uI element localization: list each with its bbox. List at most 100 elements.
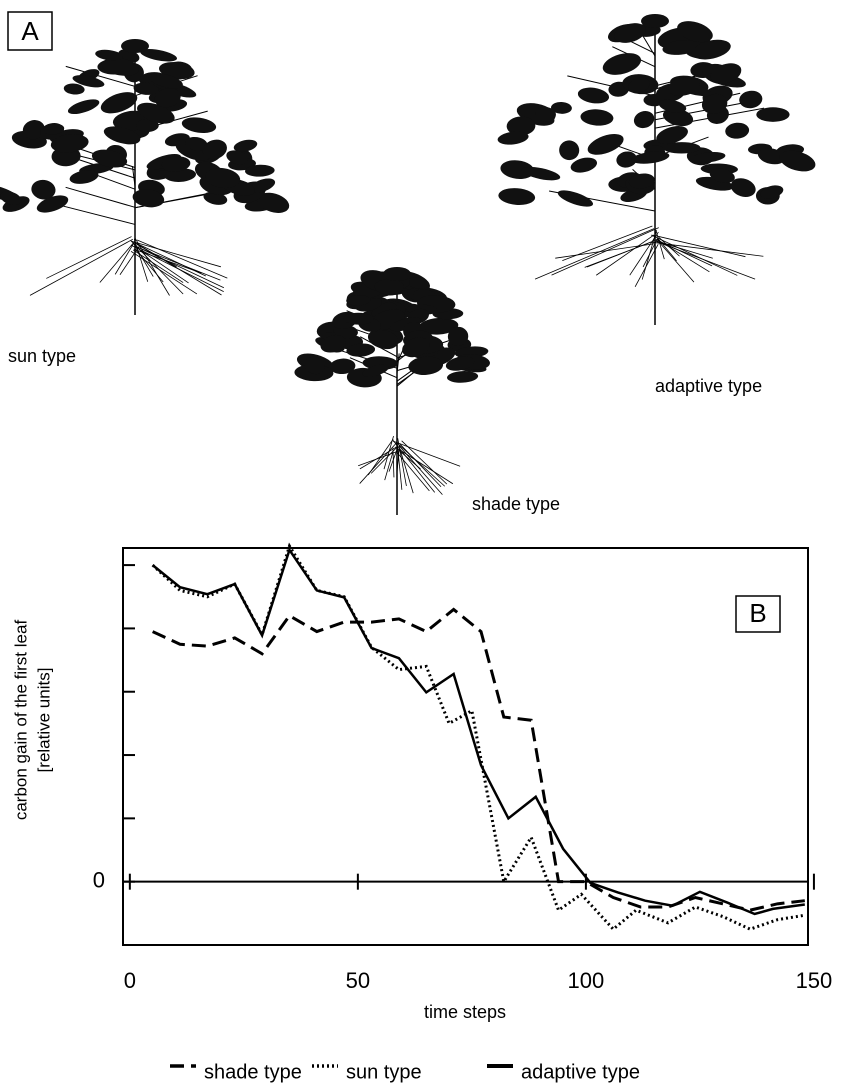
root [555,243,655,259]
leaf [662,142,701,154]
x-tick-label: 100 [568,968,605,993]
root [136,239,228,279]
legend-label: adaptive type [521,1061,640,1083]
x-tick-label: 0 [124,968,136,993]
leaf [535,107,556,122]
root [392,440,461,467]
panel-label: B [749,598,766,628]
leaf [580,109,614,126]
root [656,238,710,273]
leaf [133,82,159,95]
leaf [616,151,637,168]
leaf [739,90,763,109]
leaf [445,356,475,371]
leaf [101,57,139,76]
leaf [226,150,249,165]
root [400,451,414,494]
leaf [407,277,429,289]
leaf [779,150,816,172]
legend-label: sun type [346,1061,422,1083]
leaf [631,151,670,164]
branch [56,203,136,225]
leaf [250,178,276,193]
leaf [577,87,610,104]
root [367,438,394,476]
root [396,442,403,490]
leaf [559,140,580,161]
root [133,241,222,296]
root [586,238,659,268]
leaf [135,118,159,133]
leaf [691,39,731,60]
root [99,239,137,283]
leaf [701,93,728,114]
leaf [668,76,700,96]
leaf [164,168,197,182]
leaf [633,111,655,129]
leaf [662,40,699,55]
root [641,230,657,280]
series-line [152,607,805,912]
x-axis-title: time steps [424,1002,506,1022]
leaf [557,190,594,207]
leaf [402,337,430,358]
label-box [735,595,781,633]
root [398,445,443,495]
leaf [346,343,376,357]
root [651,241,764,257]
leaf [100,92,138,114]
leaf [725,122,750,139]
root [138,247,221,281]
root [595,235,654,276]
leaf [691,152,726,163]
leaf [132,189,165,208]
x-tick-label: 150 [796,968,833,993]
leaf [521,166,561,181]
leaf [628,77,650,93]
leaf [418,317,459,335]
leaf [50,134,89,153]
leaf [181,117,217,134]
leaf [383,267,411,281]
root [655,229,665,260]
leaf [374,279,405,295]
leaf [103,126,141,145]
leaf [662,108,694,127]
leaf [709,168,735,183]
root [46,236,132,279]
root [650,234,738,276]
leaf [389,317,422,332]
leaf [140,49,178,62]
plant-drawings [0,14,816,515]
leaf [656,126,688,145]
root [384,451,394,481]
root [131,240,206,277]
leaf [329,358,356,375]
leaf [628,173,655,189]
leaf [69,170,99,184]
root [119,245,140,275]
leaf [587,133,624,155]
root [396,452,430,492]
panel-label: A [21,16,39,46]
leaf [570,157,598,173]
leaf [447,326,469,346]
leaf [614,23,646,43]
leaf [95,49,123,61]
y-axis-title: [relative units] [34,668,53,773]
leaf [760,185,784,199]
leaf [346,295,371,306]
branch [131,166,136,187]
leaf [67,99,100,115]
root [133,241,221,268]
leaf [658,99,687,113]
leaf [161,156,191,172]
plant-label: adaptive type [655,376,762,396]
leaf [710,63,742,84]
root [652,234,746,258]
leaf [72,75,105,88]
x-tick-label: 50 [346,968,370,993]
leaf [362,364,389,377]
root [134,238,170,296]
